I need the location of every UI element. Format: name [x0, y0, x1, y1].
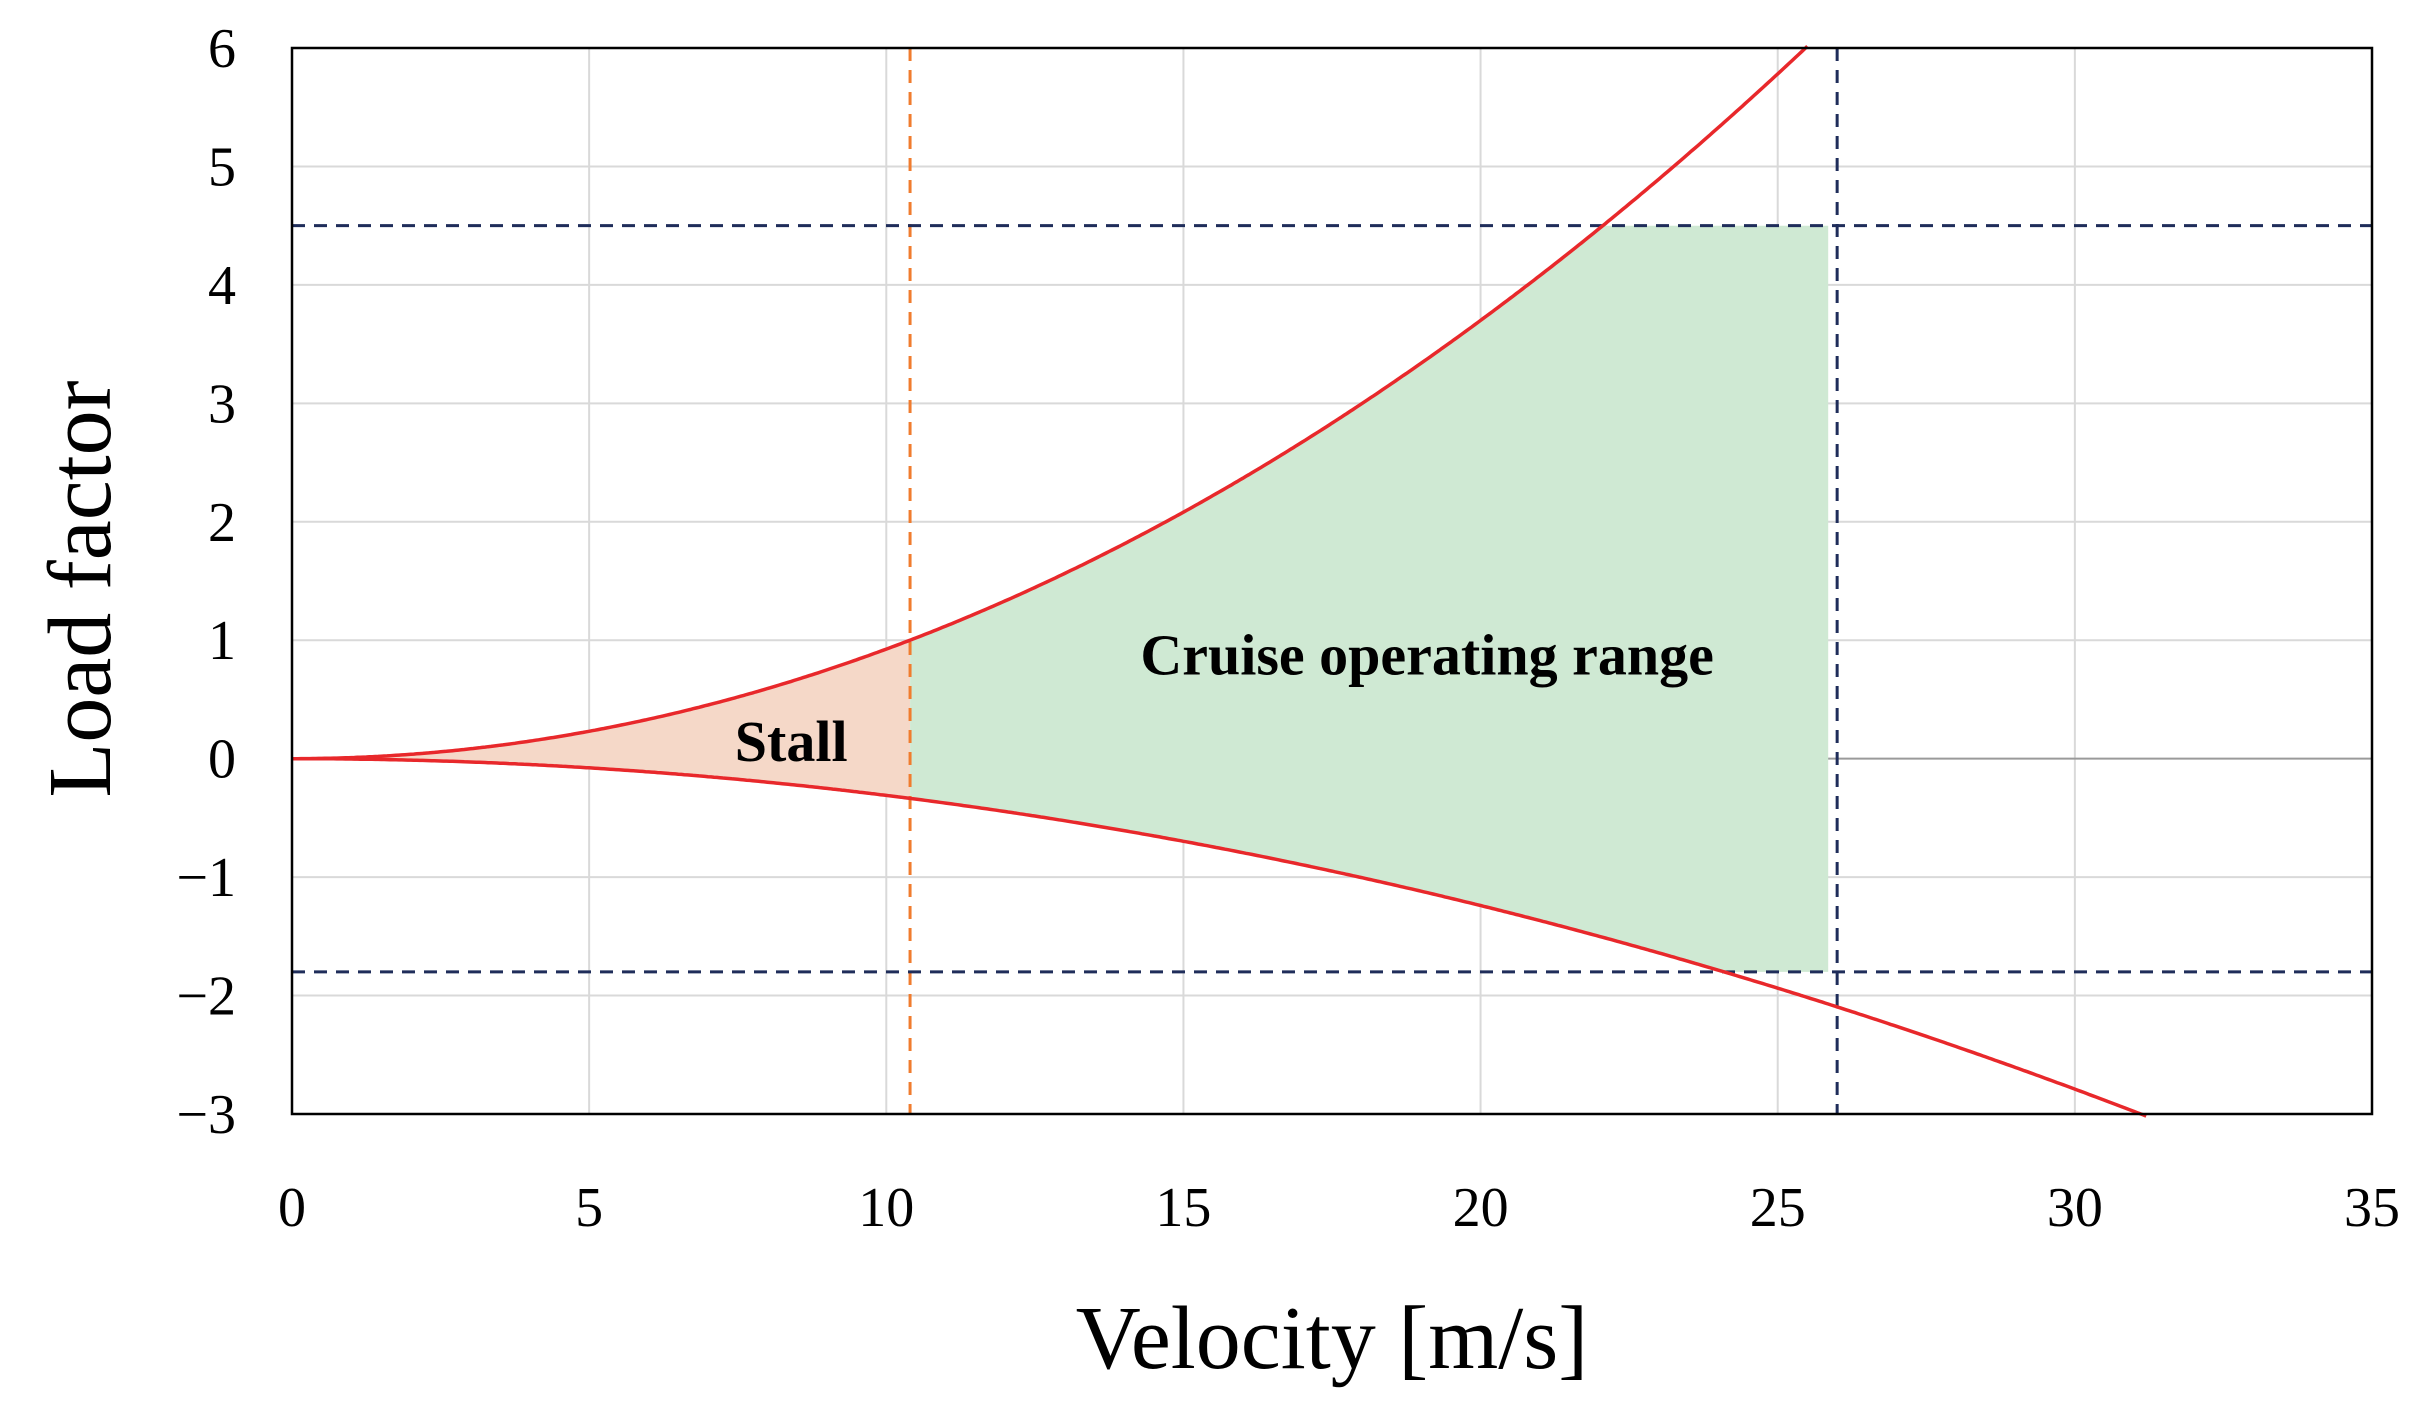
stall-region: [292, 640, 911, 799]
x-tick-label: 35: [2344, 1177, 2400, 1239]
y-tick-label: 0: [208, 729, 236, 791]
x-tick-label: 20: [1453, 1177, 1509, 1239]
y-tick-label: 1: [208, 610, 236, 672]
annotation-cruise-operating-range: Cruise operating range: [1140, 622, 1714, 687]
x-tick-label: 15: [1155, 1177, 1211, 1239]
y-tick-label: 4: [208, 255, 236, 317]
y-tick-label: −3: [176, 1084, 236, 1146]
curves: [292, 44, 2147, 1118]
y-tick-label: −2: [176, 966, 236, 1028]
x-tick-label: 25: [1750, 1177, 1806, 1239]
x-tick-label: 5: [575, 1177, 603, 1239]
cruise-region: [910, 225, 1829, 972]
x-tick-label: 10: [858, 1177, 914, 1239]
negative-limit-curve: [292, 756, 2147, 1118]
x-axis-title: Velocity [m/s]: [1076, 1289, 1588, 1388]
annotations: Stall Cruise operating range: [735, 622, 1714, 773]
regions: [292, 225, 1829, 972]
x-tick-label: 0: [278, 1177, 306, 1239]
reference-lines: [292, 48, 2372, 1114]
x-tick-label: 30: [2047, 1177, 2103, 1239]
y-tick-label: 5: [208, 136, 236, 198]
annotation-stall: Stall: [735, 709, 848, 774]
y-tick-label: 3: [208, 373, 236, 435]
tick-labels: 0 5 10 15 20 25 30 35 −3 −2 −1 0 1 2 3 4 5 6: [176, 18, 2400, 1239]
plot-frame: [290, 46, 2374, 1116]
positive-limit-curve: [292, 44, 1809, 761]
y-tick-label: −1: [176, 847, 236, 909]
y-axis-title: Load factor: [31, 380, 130, 797]
y-tick-label: 6: [208, 18, 236, 80]
y-tick-label: 2: [208, 492, 236, 554]
